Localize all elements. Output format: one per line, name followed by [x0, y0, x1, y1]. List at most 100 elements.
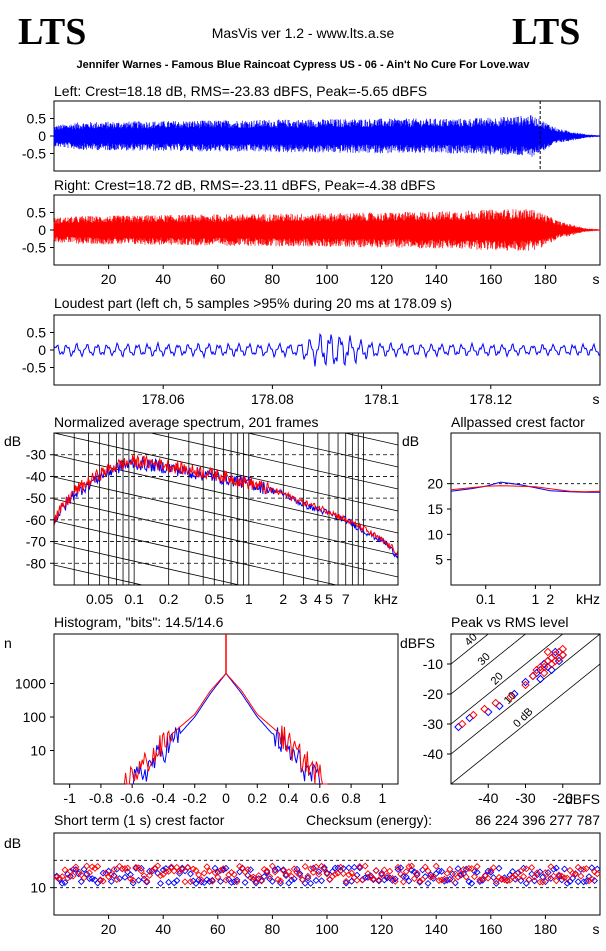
short-term-crest-point-1 — [290, 865, 298, 873]
short-term-crest-point-0 — [528, 870, 536, 878]
checksum-label: Checksum (energy): — [306, 812, 432, 828]
short-term-crest-point-1 — [397, 870, 405, 878]
short-term-crest-point-0 — [126, 871, 134, 879]
left-waveform-title: Left: Crest=18.18 dB, RMS=-23.83 dBFS, P… — [54, 83, 427, 99]
short-term-crest-point-1 — [500, 876, 508, 884]
short-term-crest-point-1 — [410, 875, 418, 883]
short-term-crest-point-1 — [298, 876, 306, 884]
short-term-crest-point-1 — [574, 863, 582, 871]
short-term-crest-xtick-label: 100 — [315, 921, 339, 937]
peak-vs-rms-diagonal — [451, 634, 489, 665]
short-term-crest-point-1 — [266, 872, 274, 880]
short-term-crest-point-0 — [561, 865, 568, 873]
spectrum-series-1 — [54, 454, 398, 556]
spectrum-slope-line — [54, 476, 398, 556]
short-term-crest-point-1 — [214, 873, 222, 881]
left-waveform-trace — [53, 115, 601, 157]
peak-vs-rms-diagonal — [451, 634, 564, 725]
peak-vs-rms-point — [465, 713, 474, 723]
short-term-ylabel: dB — [4, 835, 21, 851]
short-term-crest-xunit-label: s — [593, 921, 600, 937]
short-term-crest-point-1 — [252, 877, 260, 885]
short-term-crest-point-1 — [419, 876, 427, 884]
short-term-crest-point-0 — [282, 872, 290, 880]
short-term-crest-point-1 — [460, 866, 467, 873]
short-term-crest-point-1 — [77, 871, 85, 879]
spectrum-xtick-label: 0.05 — [86, 591, 113, 607]
short-term-crest-point-1 — [337, 863, 345, 871]
short-term-crest-point-1 — [443, 869, 451, 877]
peak-vs-rms-diagonal — [451, 634, 527, 695]
short-term-crest-xtick-label: 60 — [210, 921, 226, 937]
short-term-crest-point-0 — [440, 877, 448, 885]
right-waveform-xtick-label: 180 — [534, 271, 558, 287]
short-term-crest-point-1 — [424, 867, 432, 875]
short-term-crest-point-1 — [260, 865, 268, 873]
short-term-crest-point-1 — [531, 873, 538, 881]
allpass-crest-xtick-label: 1 — [531, 591, 539, 607]
right-waveform-xtick-label: 100 — [315, 271, 339, 287]
loudest-part-xtick-label: 178.08 — [251, 391, 294, 407]
peak-vs-rms-diagonal-label: 20 — [489, 670, 506, 687]
spectrum-slope-line — [54, 498, 398, 578]
short-term-crest-point-0 — [288, 876, 295, 884]
short-term-crest-point-0 — [339, 864, 347, 872]
short-term-crest-point-0 — [539, 873, 547, 881]
short-term-crest-point-1 — [195, 871, 203, 879]
short-term-crest-point-1 — [227, 868, 235, 876]
spectrum-ytick-label: -70 — [26, 534, 46, 550]
short-term-crest-point-1 — [356, 863, 364, 870]
allpass-crest-xunit-label: kHz — [576, 591, 600, 607]
peak-vs-rms-point — [528, 671, 538, 681]
short-term-crest-point-0 — [236, 868, 244, 876]
short-term-crest-point-1 — [91, 864, 99, 872]
spectrum-plot-area — [54, 433, 398, 585]
short-term-crest-point-0 — [233, 876, 241, 884]
short-term-crest-point-0 — [380, 876, 388, 884]
short-term-crest-point-1 — [96, 876, 104, 884]
short-term-crest-point-1 — [192, 867, 200, 874]
short-term-crest-xtick-label: 160 — [479, 921, 503, 937]
short-term-crest-point-1 — [107, 871, 115, 879]
short-term-crest-point-1 — [222, 876, 230, 884]
short-term-crest-point-0 — [116, 875, 123, 883]
allpass-crest-ytick-label: 20 — [427, 476, 443, 492]
short-term-crest-point-1 — [593, 870, 601, 878]
peak-vs-rms-point — [558, 644, 567, 654]
short-term-crest-point-0 — [345, 864, 353, 872]
short-term-crest-point-1 — [331, 870, 339, 878]
short-term-crest-point-0 — [356, 864, 364, 872]
short-term-crest-point-0 — [522, 879, 530, 887]
short-term-crest-point-1 — [268, 862, 276, 870]
short-term-crest-point-1 — [328, 872, 336, 880]
short-term-crest-point-0 — [323, 869, 331, 877]
allpass-crest-ytick-label: 15 — [427, 501, 443, 517]
short-term-crest-point-0 — [260, 873, 268, 881]
short-term-crest-point-1 — [517, 867, 525, 875]
spectrum-xtick-label: 2 — [279, 591, 287, 607]
short-term-crest-point-1 — [55, 874, 63, 882]
short-term-crest-point-0 — [307, 879, 315, 887]
short-term-crest-point-1 — [552, 877, 560, 885]
short-term-crest-point-0 — [563, 879, 571, 887]
short-term-crest-point-0 — [211, 864, 219, 872]
short-term-crest-point-0 — [312, 876, 320, 884]
short-term-crest-point-1 — [105, 873, 113, 881]
short-term-crest-point-1 — [541, 869, 549, 877]
short-term-crest-point-1 — [490, 864, 497, 872]
short-term-crest-point-1 — [296, 871, 304, 879]
short-term-crest-point-1 — [359, 876, 366, 884]
short-term-crest-point-1 — [274, 876, 282, 883]
spectrum-xtick-label: 3 — [300, 591, 308, 607]
allpass-crest-title: Allpassed crest factor — [451, 414, 585, 430]
histogram-xtick-label: 0.8 — [341, 790, 361, 806]
short-term-crest-point-1 — [154, 862, 162, 870]
short-term-crest-point-0 — [419, 866, 427, 874]
loudest-part-xtick-label: 178.12 — [469, 391, 512, 407]
short-term-crest-point-0 — [574, 878, 582, 886]
short-term-crest-point-1 — [446, 865, 454, 873]
short-term-crest-point-1 — [481, 872, 489, 880]
histogram-xtick-label: 1 — [378, 790, 386, 806]
short-term-crest-point-1 — [547, 863, 555, 871]
short-term-crest-point-0 — [457, 871, 465, 879]
